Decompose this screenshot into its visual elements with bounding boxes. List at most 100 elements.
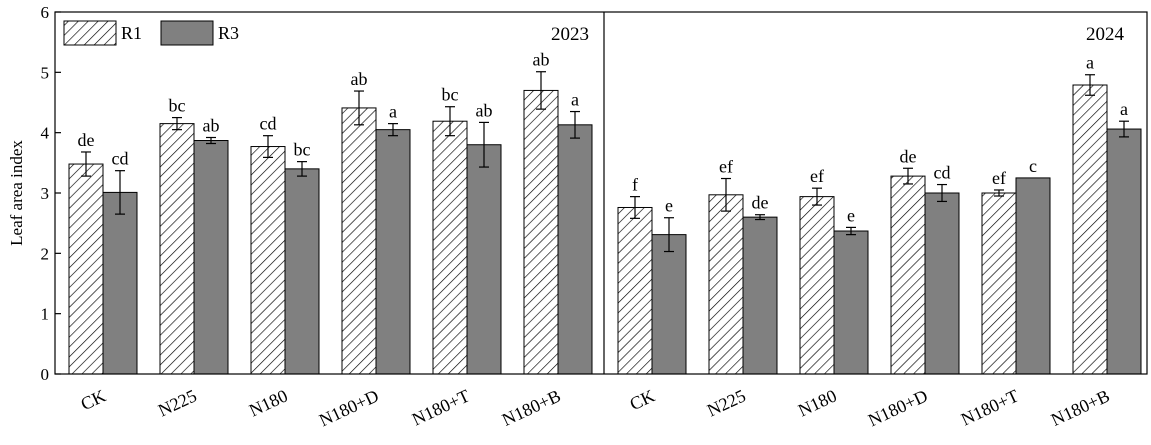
x-tick-label: N225 bbox=[155, 385, 200, 420]
error-bar bbox=[937, 183, 947, 203]
significance-label: bc bbox=[294, 140, 311, 160]
bar-r3 bbox=[193, 140, 229, 375]
significance-label: a bbox=[1120, 99, 1128, 119]
y-tick-label: 4 bbox=[41, 124, 50, 143]
error-bar bbox=[664, 217, 674, 253]
legend-label-r3: R3 bbox=[218, 23, 239, 43]
plot-frame bbox=[54, 11, 1148, 375]
significance-label: ab bbox=[533, 50, 550, 70]
bar-r1 bbox=[981, 192, 1017, 375]
x-tick-label: CK bbox=[627, 385, 658, 414]
bar-r1 bbox=[341, 107, 377, 375]
x-tick-label: N180+T bbox=[409, 385, 473, 429]
bar-r1 bbox=[617, 206, 653, 375]
error-bar bbox=[81, 151, 91, 177]
error-bar bbox=[812, 187, 822, 206]
significance-label: de bbox=[900, 146, 917, 166]
legend-swatch-r3 bbox=[160, 20, 214, 46]
significance-label: bc bbox=[442, 85, 459, 105]
bar-r1 bbox=[799, 196, 835, 375]
significance-label: c bbox=[1029, 156, 1037, 176]
significance-label: cd bbox=[934, 163, 951, 183]
bar-r1 bbox=[523, 89, 559, 375]
significance-label: cd bbox=[112, 149, 129, 169]
error-bar bbox=[297, 161, 307, 177]
year-label-2023: 2023 bbox=[551, 24, 589, 45]
significance-label: a bbox=[389, 102, 397, 122]
bar-r3 bbox=[742, 216, 778, 375]
significance-label: bc bbox=[169, 96, 186, 116]
y-tick-label: 6 bbox=[41, 3, 50, 22]
significance-label: de bbox=[752, 193, 769, 213]
bar-r3 bbox=[924, 192, 960, 375]
bar-r1 bbox=[250, 146, 286, 375]
x-tick-label: N180 bbox=[246, 385, 291, 420]
x-tick-label: N180+D bbox=[316, 385, 382, 430]
significance-label: e bbox=[847, 205, 855, 225]
error-bar bbox=[536, 71, 546, 110]
bar-r3 bbox=[833, 230, 869, 375]
y-tick-label: 5 bbox=[41, 63, 50, 82]
y-tick-label: 1 bbox=[41, 305, 50, 324]
error-bar bbox=[570, 110, 580, 139]
labels-layer: CKdecdN225bcabN180cdbcN180+DabaN180+Tbca… bbox=[78, 50, 1129, 431]
x-tick-label: N180+D bbox=[865, 385, 931, 430]
error-bar bbox=[172, 116, 182, 131]
bar-r1 bbox=[159, 123, 195, 375]
legend: R1 R3 bbox=[63, 20, 239, 46]
error-bar bbox=[1119, 120, 1129, 138]
significance-label: cd bbox=[260, 114, 277, 134]
y-tick-label: 3 bbox=[41, 184, 50, 203]
error-bar bbox=[721, 177, 731, 212]
bar-r3 bbox=[557, 124, 593, 375]
error-bar bbox=[388, 123, 398, 137]
significance-label: e bbox=[665, 196, 673, 216]
significance-label: ab bbox=[476, 100, 493, 120]
bar-r1 bbox=[1072, 84, 1108, 375]
significance-label: a bbox=[571, 90, 579, 110]
y-tick-label: 2 bbox=[41, 244, 50, 263]
year-label-2024: 2024 bbox=[1086, 24, 1125, 45]
error-bar bbox=[206, 136, 216, 145]
bar-r1 bbox=[708, 194, 744, 375]
bar-r1 bbox=[68, 163, 104, 375]
significance-label: ef bbox=[992, 168, 1006, 188]
bar-r3 bbox=[466, 144, 502, 375]
bar-r3 bbox=[284, 168, 320, 375]
bar-r3 bbox=[1015, 177, 1051, 375]
error-bar bbox=[994, 189, 1004, 197]
legend-label-r1: R1 bbox=[121, 23, 142, 43]
bar-r1 bbox=[890, 175, 926, 375]
significance-label: ef bbox=[719, 157, 733, 177]
x-tick-label: N180+B bbox=[1048, 385, 1113, 429]
x-tick-label: CK bbox=[78, 385, 109, 414]
error-bar bbox=[115, 170, 125, 215]
error-bar bbox=[354, 90, 364, 126]
significance-label: ab bbox=[203, 115, 220, 135]
y-axis-label: Leaf area index bbox=[7, 140, 26, 246]
bar-r3 bbox=[651, 234, 687, 375]
bar-r3 bbox=[375, 129, 411, 375]
bar-r1 bbox=[432, 120, 468, 375]
significance-label: f bbox=[632, 175, 638, 195]
x-tick-label: N180 bbox=[795, 385, 840, 420]
error-bar bbox=[445, 106, 455, 137]
x-tick-label: N225 bbox=[704, 385, 749, 420]
error-bar bbox=[630, 196, 640, 219]
error-bar bbox=[479, 121, 489, 168]
bar-r3 bbox=[1106, 128, 1142, 375]
error-bar bbox=[1085, 74, 1095, 96]
error-bar bbox=[755, 214, 765, 221]
significance-label: a bbox=[1086, 53, 1094, 73]
error-bar bbox=[903, 167, 913, 185]
x-tick-label: N180+T bbox=[958, 385, 1022, 429]
x-tick-label: N180+B bbox=[499, 385, 564, 429]
significance-label: ef bbox=[810, 166, 824, 186]
bar-r3 bbox=[102, 191, 138, 375]
error-bar bbox=[846, 226, 856, 236]
error-bar bbox=[263, 135, 273, 159]
legend-swatch-r1 bbox=[63, 20, 117, 46]
significance-label: ab bbox=[351, 69, 368, 89]
